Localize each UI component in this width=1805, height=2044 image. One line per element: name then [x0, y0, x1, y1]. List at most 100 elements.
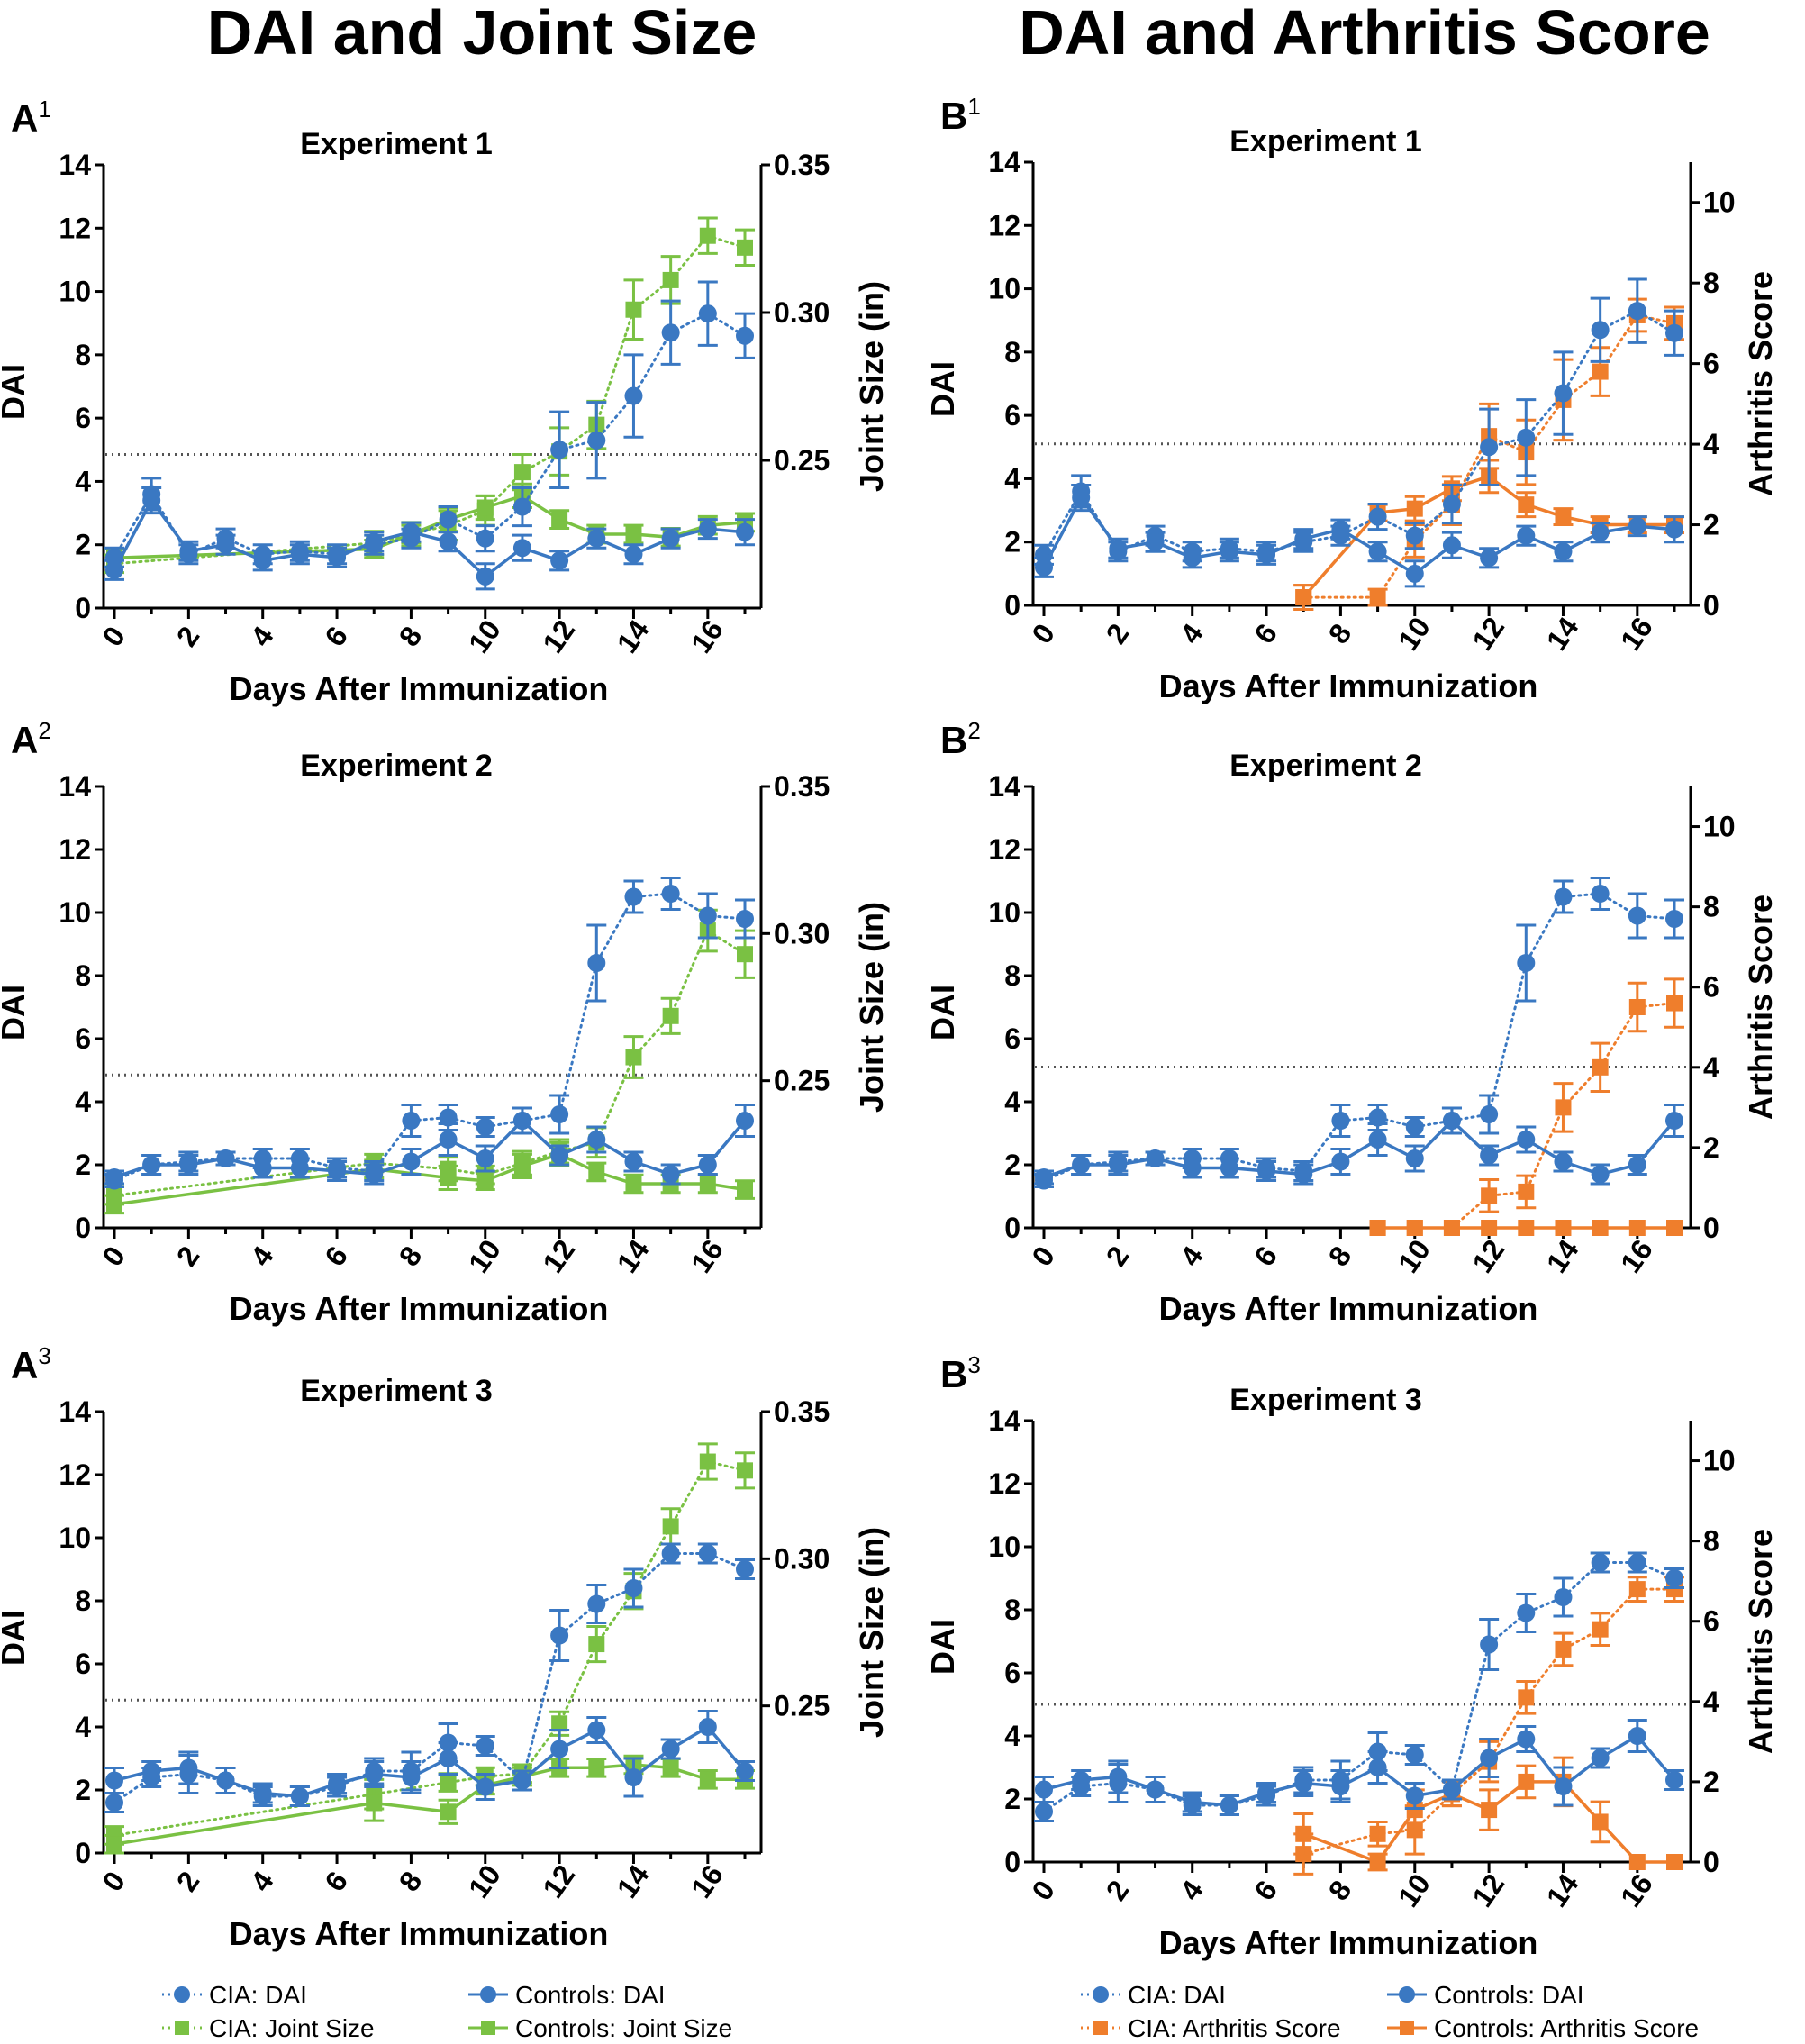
y-tick-label: 0	[75, 1837, 91, 1869]
x-tick-label: 4	[1174, 1875, 1210, 1906]
data-point	[476, 529, 494, 548]
data-point	[402, 1152, 421, 1171]
data-point	[1109, 1767, 1128, 1786]
data-point	[550, 1105, 569, 1123]
data-point	[1554, 1152, 1573, 1171]
x-tick-label: 10	[1392, 1868, 1437, 1913]
data-point	[1555, 1099, 1572, 1116]
data-point	[365, 532, 384, 551]
x-tick-label: 14	[611, 1233, 656, 1278]
y2-tick-label: 0	[1703, 589, 1719, 622]
data-point	[1369, 589, 1386, 606]
data-point	[1072, 488, 1091, 507]
data-point	[440, 1169, 457, 1186]
chart-title: Experiment 1	[300, 127, 493, 161]
data-point	[1591, 1749, 1610, 1767]
y-tick-label: 4	[1004, 1720, 1020, 1752]
x-tick-label: 2	[170, 621, 206, 652]
data-point	[402, 522, 421, 541]
data-point	[624, 1768, 643, 1786]
y2-axis-title: Joint Size (in)	[853, 281, 890, 492]
x-axis-title: Days After Immunization	[1159, 1290, 1538, 1327]
y2-tick-label: 10	[1703, 1445, 1736, 1477]
y2-tick-label: 4	[1703, 1685, 1719, 1718]
series-line	[1042, 309, 1676, 557]
x-tick-label: 12	[1465, 612, 1510, 657]
data-point	[1554, 1777, 1573, 1795]
y2-tick-label: 6	[1703, 1605, 1719, 1638]
data-point	[737, 1462, 753, 1479]
series-ctrl_dai	[104, 1104, 755, 1186]
data-point	[439, 510, 458, 529]
data-point	[253, 551, 272, 570]
data-point	[662, 1007, 679, 1024]
legend-marker	[1093, 1986, 1109, 2003]
legend-label: Controls: Arthritis Score	[1434, 2014, 1699, 2042]
data-point	[1554, 887, 1573, 906]
panel-label: A2	[11, 717, 51, 761]
data-point	[1294, 1774, 1313, 1793]
data-point	[1369, 1220, 1386, 1236]
y-tick-label: 0	[1004, 1846, 1020, 1878]
data-point	[1591, 321, 1610, 340]
y-tick-label: 8	[75, 959, 91, 992]
data-point	[216, 1149, 235, 1167]
data-point	[476, 1149, 494, 1167]
panel-letter: B	[940, 95, 967, 137]
x-tick-label: 10	[1392, 1234, 1437, 1279]
y-tick-label: 6	[1004, 1022, 1020, 1055]
data-point	[1628, 517, 1646, 536]
x-tick-label: 12	[536, 614, 581, 659]
y2-tick-label: 8	[1703, 891, 1719, 923]
data-point	[216, 535, 235, 554]
data-point	[1480, 1635, 1499, 1654]
x-tick-label: 6	[318, 1866, 354, 1897]
y2-tick-label: 10	[1703, 186, 1736, 219]
data-point	[1481, 1220, 1498, 1236]
data-point	[1628, 1727, 1646, 1745]
chart-panel: B1 Experiment 1 0 2 4 6 8 10 12 14 0 2 4 6 8 10 0 2 4 6 8 10 1…	[924, 93, 1779, 704]
data-point	[1665, 910, 1683, 928]
x-tick-label: 0	[1025, 1240, 1061, 1272]
data-point	[1666, 1220, 1683, 1236]
legend-label: Controls: Joint Size	[515, 2014, 732, 2042]
series-line	[1042, 892, 1676, 1182]
data-point	[1257, 1784, 1276, 1802]
legend-label: CIA: Joint Size	[209, 2014, 375, 2042]
data-point	[512, 1771, 531, 1790]
series-line	[1302, 313, 1676, 599]
y2-axis-title: Arthritis Score	[1742, 271, 1779, 496]
data-point	[1481, 1187, 1498, 1204]
panel-superscript: 1	[38, 95, 50, 123]
data-point	[1183, 549, 1202, 568]
data-point	[1628, 302, 1646, 321]
y-tick-label: 4	[75, 465, 91, 497]
data-point	[1406, 1802, 1423, 1819]
data-point	[1442, 1780, 1461, 1799]
series-line	[113, 312, 747, 559]
x-tick-label: 2	[1100, 1240, 1136, 1272]
data-point	[1257, 545, 1276, 564]
data-point	[1331, 1777, 1350, 1795]
x-tick-label: 2	[1100, 618, 1136, 650]
data-point	[328, 548, 347, 567]
x-tick-label: 0	[95, 1866, 132, 1897]
panel-label: B1	[940, 93, 981, 137]
data-point	[1406, 500, 1423, 517]
data-point	[290, 545, 309, 564]
data-point	[440, 1774, 457, 1791]
x-axis-title: Days After Immunization	[1159, 668, 1538, 704]
legend-label: CIA: Arthritis Score	[1128, 2014, 1341, 2042]
y-tick-label: 6	[75, 402, 91, 434]
x-tick-label: 8	[1322, 1240, 1358, 1272]
y-tick-label: 8	[1004, 1594, 1020, 1626]
x-tick-label: 4	[244, 621, 280, 652]
legend-label: Controls: DAI	[1434, 1981, 1584, 2009]
series-ctrl_dai	[1034, 483, 1684, 588]
chart-title: Experiment 3	[300, 1374, 493, 1408]
data-point	[106, 1836, 122, 1853]
data-point	[1518, 1773, 1535, 1790]
y-tick-label: 10	[988, 273, 1020, 305]
data-point	[737, 1181, 753, 1198]
y2-tick-label: 0.35	[774, 1395, 830, 1428]
